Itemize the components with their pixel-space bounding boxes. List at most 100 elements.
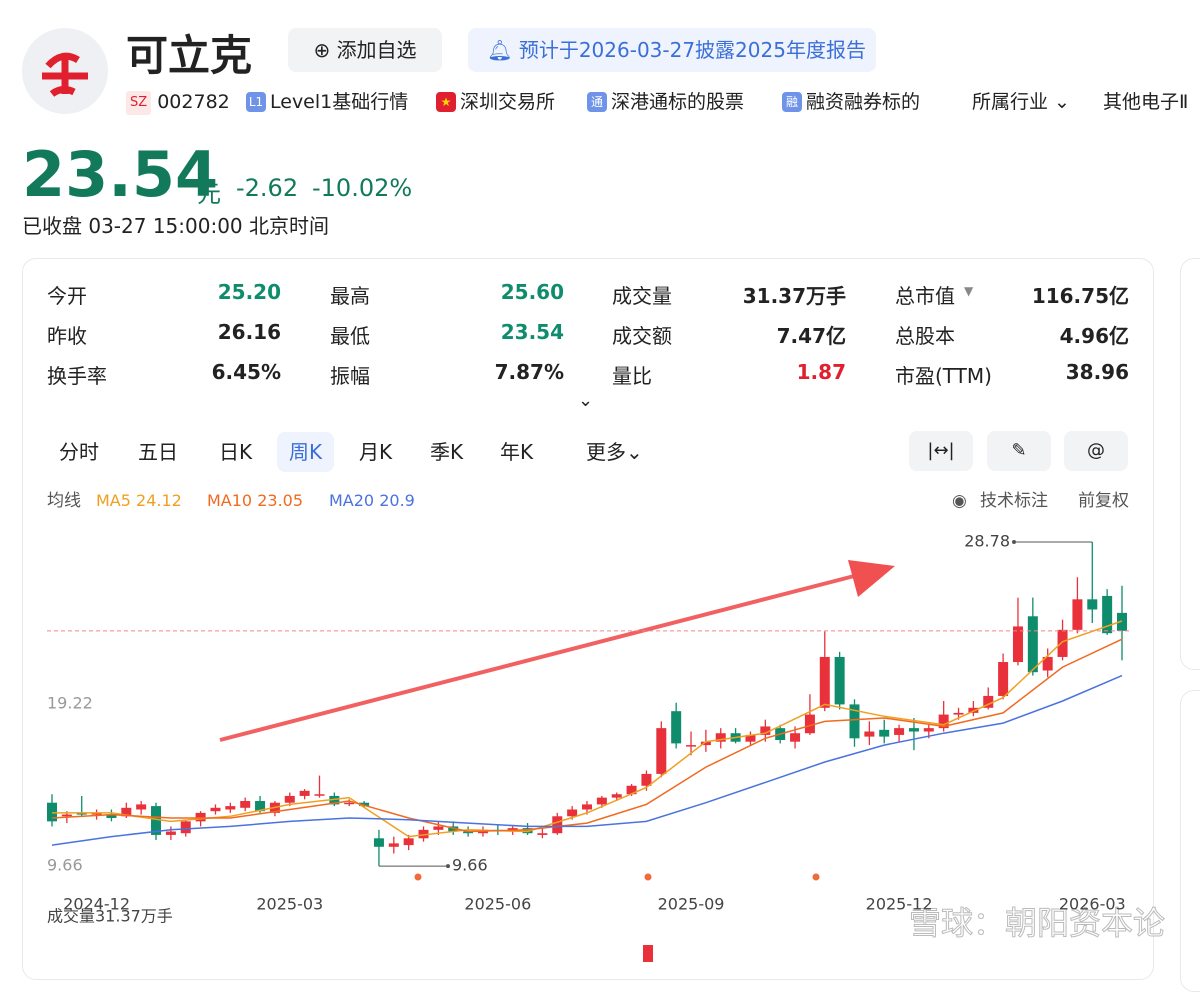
candle-body: [745, 734, 756, 742]
stat-value: 7.47亿: [776, 324, 846, 348]
stat-value: 7.87%: [494, 360, 564, 384]
candle-body: [656, 728, 667, 774]
stat-value: 31.37万手: [742, 284, 846, 308]
candle-body: [76, 812, 87, 815]
candle-body: [240, 801, 251, 808]
expand-toggle[interactable]: ⌄: [578, 390, 594, 411]
sort-icon[interactable]: ▼: [964, 284, 974, 298]
candle-body: [299, 790, 310, 796]
flag-icon: ★: [436, 92, 456, 112]
candle-body: [418, 829, 429, 839]
price-unit: 元: [197, 180, 221, 208]
candle-body: [433, 826, 444, 830]
candle-body: [864, 731, 875, 737]
industry-dropdown[interactable]: 所属行业 ⌄: [972, 91, 1070, 113]
ma-line: [52, 620, 1123, 838]
draw-button[interactable]: ✎: [987, 431, 1051, 471]
tab[interactable]: 月K: [359, 440, 393, 464]
tag[interactable]: ★ 深圳交易所: [436, 90, 555, 114]
event-dot[interactable]: [644, 873, 652, 881]
candle-body: [983, 695, 994, 708]
stock-code: 002782: [157, 91, 230, 113]
tab-selected[interactable]: 周K: [277, 432, 335, 472]
x-tick-label: 2024-12: [63, 895, 130, 914]
tab[interactable]: 季K: [430, 440, 464, 464]
report-notice[interactable]: 🔔︎ 预计于2026-03-27披露2025年度报告: [468, 28, 876, 72]
stat-value: 6.45%: [211, 360, 281, 384]
add-watchlist-button[interactable]: ⊕ 添加自选: [288, 28, 442, 72]
stat-label: 昨收: [47, 324, 87, 348]
legend-name: MA20: [329, 491, 374, 510]
tab-label: 更多: [586, 440, 626, 464]
x-tick-label: 2026-03: [1059, 895, 1126, 914]
tab[interactable]: 五日: [138, 440, 178, 464]
candle-body: [210, 807, 221, 812]
candle-body: [344, 802, 355, 805]
industry-label: 所属行业: [972, 91, 1049, 113]
y-tick-label: 19.22: [47, 694, 93, 713]
event-dot[interactable]: [414, 873, 422, 881]
candle-body: [715, 733, 726, 742]
candle-body: [1057, 629, 1068, 657]
trend-arrow: [219, 560, 895, 742]
candle-body: [463, 831, 474, 834]
more-tab[interactable]: 更多⌄: [586, 440, 643, 464]
candle-body: [121, 807, 132, 817]
mention-button[interactable]: @: [1064, 431, 1128, 471]
candle-body: [61, 814, 72, 817]
tag-badge: 通: [587, 92, 607, 112]
candle-body: [522, 828, 533, 834]
tab[interactable]: 分时: [59, 440, 99, 464]
candle-body: [195, 812, 206, 822]
stock-name: 可立克: [126, 31, 253, 80]
stat-value: 25.20: [217, 280, 281, 304]
x-tick-label: 2025-09: [658, 895, 725, 914]
tag[interactable]: L1 Level1基础行情: [246, 90, 408, 114]
stat-value: 1.87: [796, 360, 846, 384]
candle-body: [834, 656, 845, 705]
status: 已收盘: [22, 214, 82, 238]
candle-body: [537, 833, 548, 835]
timezone: 北京时间: [249, 214, 330, 238]
event-dot[interactable]: [812, 873, 820, 881]
candle-body: [790, 733, 801, 742]
tech-label[interactable]: 技术标注: [980, 491, 1048, 511]
candle-body: [448, 826, 459, 832]
tag[interactable]: 融融资融券标的: [782, 90, 920, 114]
candle-body: [626, 785, 637, 795]
candle-body: [849, 704, 860, 739]
candle-body: [567, 809, 578, 817]
candle-body: [388, 843, 399, 847]
candle-body: [106, 814, 117, 818]
candle-body: [819, 656, 830, 708]
legend-name: MA10: [207, 491, 252, 510]
price: 23.54: [22, 138, 219, 211]
tab[interactable]: 日K: [219, 440, 253, 464]
candle-body: [329, 795, 340, 805]
range-button[interactable]: |↔|: [909, 431, 973, 471]
market-status: 已收盘 03-27 15:00:00 北京时间: [22, 210, 329, 239]
industry[interactable]: 其他电子Ⅱ: [1103, 90, 1200, 114]
candle-body: [1012, 626, 1023, 663]
tag-text: Level1基础行情: [270, 91, 409, 113]
legend-entry: MA5 24.12: [96, 491, 182, 510]
high-marker-dot: [1012, 540, 1016, 545]
candle-body: [1042, 656, 1053, 671]
tag[interactable]: 通深港通标的股票: [587, 90, 744, 114]
candle-body: [879, 729, 890, 737]
stat-label: 成交量: [612, 284, 672, 308]
page: 可立克 ⊕ 添加自选 🔔︎ 预计于2026-03-27披露2025年度报告 SZ…: [22, 28, 1200, 992]
y-tick-label: 9.66: [47, 856, 83, 875]
tab[interactable]: 年K: [500, 440, 534, 464]
watermark: 雪球：朝阳资本论: [909, 904, 1165, 942]
high-label: 28.78: [964, 532, 1010, 551]
kline-chart: 均线 技术标注 ◉ 前复权 成交量31.37万手 雪球：朝阳资本论 19.22 9…: [47, 491, 1166, 962]
button-label: 添加自选: [336, 38, 417, 62]
volume-label: 成交量31.37万手: [47, 907, 173, 926]
x-tick-label: 2025-06: [464, 895, 531, 914]
candle-body: [373, 838, 384, 847]
industry-name: 其他电子Ⅱ: [1103, 91, 1189, 113]
tag-text: 融资融券标的: [806, 91, 921, 113]
candle-body: [314, 794, 325, 796]
adjust-label[interactable]: 前复权: [1078, 491, 1129, 511]
